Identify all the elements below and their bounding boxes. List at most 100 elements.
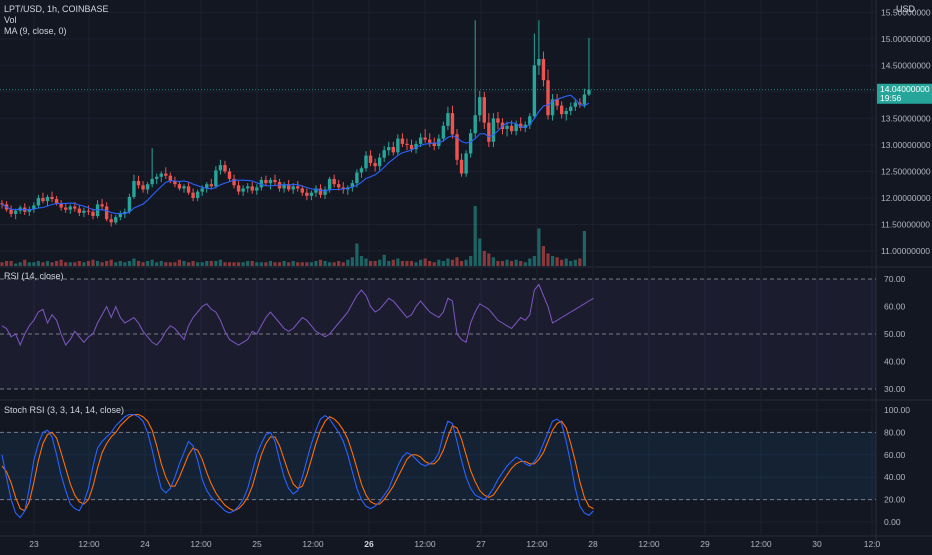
stoch-k-line <box>1 413 594 519</box>
volume-bar <box>250 261 254 266</box>
volume-bar <box>500 261 505 266</box>
stoch-title[interactable]: Stoch RSI (3, 3, 14, 14, close) <box>4 405 125 415</box>
candle-body <box>191 192 195 198</box>
candle-body <box>13 210 18 214</box>
volume-bar <box>123 262 127 266</box>
volume-bar <box>564 258 568 266</box>
candle-body <box>250 186 254 191</box>
rsi-tick-label: 60.00 <box>884 302 906 312</box>
volume-bar <box>264 262 268 266</box>
volume-bar <box>446 258 450 266</box>
volume-bar <box>573 259 577 266</box>
candle-body <box>487 122 491 142</box>
candle-body <box>528 116 532 125</box>
volume-bar <box>209 261 213 266</box>
rsi-title[interactable]: RSI (14, close) <box>4 271 64 281</box>
volume-bar <box>409 261 414 266</box>
price-legend[interactable]: LPT/USD, 1h, COINBASE Vol MA (9, close, … <box>4 4 109 37</box>
volume-bar <box>237 262 241 266</box>
candle-body <box>54 199 59 204</box>
time-tick-label: 12:00 <box>78 539 100 549</box>
volume-bar <box>173 262 177 266</box>
candle-body <box>282 184 286 189</box>
stoch-d-line <box>1 413 594 512</box>
candle-body <box>464 153 468 174</box>
time-tick-label: 12:00 <box>750 539 772 549</box>
symbol-title[interactable]: LPT/USD, 1h, COINBASE <box>4 4 109 14</box>
candle-body <box>246 186 250 189</box>
candle-body <box>373 162 377 167</box>
candle-body <box>450 113 455 135</box>
candle-body <box>432 142 436 146</box>
volume-bar <box>18 262 22 266</box>
candle-body <box>341 187 345 190</box>
volume-bar <box>318 259 323 266</box>
candle-body <box>268 179 273 184</box>
candle-body <box>168 175 173 182</box>
volume-bar <box>23 259 27 266</box>
volume-bar <box>268 261 273 266</box>
candle-body <box>218 165 223 171</box>
candle-body <box>132 181 136 197</box>
volume-bar <box>182 261 186 266</box>
time-axis[interactable]: 23 12:00 24 12:00 25 12:00 26 12:00 27 12:00 28 12:… <box>29 539 880 549</box>
candle-body <box>77 208 82 213</box>
candle-body <box>41 197 45 202</box>
candle-body <box>186 186 191 193</box>
candle-body <box>387 147 391 151</box>
volume-bar <box>491 257 495 266</box>
candle-body <box>9 209 13 214</box>
volume-bar <box>168 262 172 266</box>
volume-bar <box>505 259 509 266</box>
volume-bar <box>355 243 359 266</box>
stoch-tick-label: 0.00 <box>884 517 901 527</box>
candle-body <box>409 144 414 150</box>
rsi-tick-label: 70.00 <box>884 274 906 284</box>
volume-bar <box>473 206 477 266</box>
volume-bar <box>191 261 195 266</box>
volume-bar <box>86 261 91 266</box>
price-tick-label: 15.00000000 <box>881 34 931 44</box>
volume-bar <box>50 262 54 266</box>
candle-body <box>478 97 482 116</box>
volume-bar <box>27 262 31 266</box>
volume-bar <box>100 262 104 266</box>
ma-label[interactable]: MA (9, close, 0) <box>4 26 67 36</box>
rsi-legend[interactable]: RSI (14, close) <box>4 271 64 282</box>
price-tick-label: 14.50000000 <box>881 60 931 70</box>
stoch-tick-label: 20.00 <box>884 495 906 505</box>
stoch-legend[interactable]: Stoch RSI (3, 3, 14, 14, close) <box>4 405 124 416</box>
volume-bar <box>309 262 313 266</box>
volume-bar <box>523 262 527 266</box>
candle-body <box>400 138 405 144</box>
candle-body <box>587 89 591 95</box>
candle-body <box>145 184 150 190</box>
candle-body <box>100 204 104 207</box>
candle-body <box>382 150 386 158</box>
candle-body <box>236 185 241 192</box>
volume-bar <box>296 262 300 266</box>
candle-body <box>141 185 145 190</box>
volume-label[interactable]: Vol <box>4 15 17 25</box>
volume-bar <box>396 258 400 266</box>
candle-body <box>559 105 564 115</box>
volume-bar <box>346 259 350 266</box>
candle-body <box>377 157 382 167</box>
volume-bar <box>218 259 222 266</box>
candle-body <box>468 133 473 154</box>
candle-body <box>359 168 364 173</box>
stoch-tick-label: 60.00 <box>884 450 906 460</box>
candle-body <box>91 211 95 217</box>
candle-body <box>205 184 209 189</box>
volume-bar <box>4 261 9 266</box>
volume-bar <box>36 261 40 266</box>
volume-bar <box>537 228 541 266</box>
volume-bar <box>373 261 377 266</box>
candle-body <box>118 213 122 218</box>
candle-body <box>214 170 218 187</box>
candle-body <box>164 173 168 176</box>
candle-body <box>273 179 277 183</box>
volume-bar <box>300 262 304 266</box>
